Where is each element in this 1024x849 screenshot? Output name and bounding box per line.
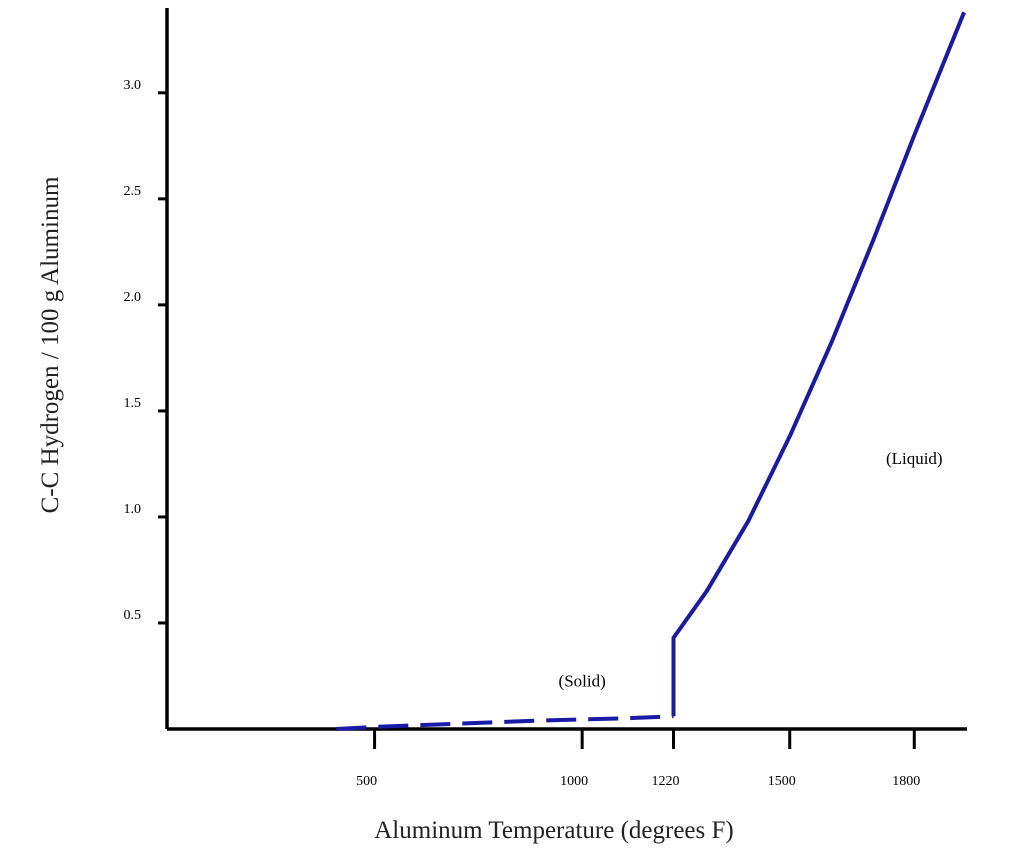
annotations: (Solid) (Liquid) xyxy=(559,449,943,691)
y-axis-title: C-C Hydrogen / 100 g Aluminum xyxy=(37,176,64,513)
solid-phase-curve xyxy=(336,714,674,731)
annotation-solid: (Solid) xyxy=(559,672,606,691)
x-tick-label-3: 1500 xyxy=(768,774,796,789)
x-tick-label-2: 1220 xyxy=(651,774,679,789)
plot-area: 0.5 1.0 1.5 2.0 2.5 3.0 500 1000 1220 1500 1800 (… xyxy=(124,8,967,789)
y-tick-label-2: 1.5 xyxy=(124,396,142,411)
x-ticks: 500 1000 1220 1500 1800 xyxy=(356,729,920,789)
y-tick-label-3: 2.0 xyxy=(124,290,142,305)
y-ticks: 0.5 1.0 1.5 2.0 2.5 3.0 xyxy=(124,78,167,625)
y-tick-label-4: 2.5 xyxy=(124,184,142,199)
y-tick-label-5: 3.0 xyxy=(124,78,142,93)
liquid-phase-curve xyxy=(671,11,966,717)
x-tick-label-0: 500 xyxy=(356,774,377,789)
x-tick-label-4: 1800 xyxy=(892,774,920,789)
series-group xyxy=(336,11,966,731)
x-axis-title: Aluminum Temperature (degrees F) xyxy=(374,817,734,844)
x-tick-label-1: 1000 xyxy=(560,774,588,789)
y-tick-label-1: 1.0 xyxy=(124,502,142,517)
annotation-liquid: (Liquid) xyxy=(886,449,943,468)
y-tick-label-0: 0.5 xyxy=(124,608,142,623)
